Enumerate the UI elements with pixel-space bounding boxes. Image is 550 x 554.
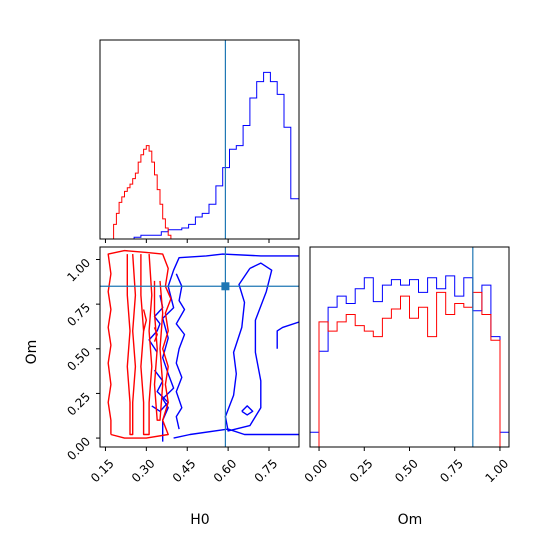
histogram-series-0	[310, 275, 509, 447]
joint-x-tick-label: 0.60	[211, 456, 240, 485]
om-marginal-x-tick-label: 0.00	[302, 456, 331, 485]
contour-line-9	[126, 254, 137, 436]
panel-frame	[99, 246, 300, 448]
histogram-series-1	[100, 145, 180, 239]
contour-line-1	[173, 428, 299, 439]
joint-x-tick-label: 0.75	[252, 456, 281, 485]
contour-line-8	[107, 249, 172, 439]
panel-om-plot-area	[310, 247, 509, 447]
contour-line-3	[175, 273, 186, 430]
contour-line-12	[142, 309, 147, 332]
contour-line-7	[241, 405, 254, 416]
om-marginal-x-tick-label: 1.00	[483, 456, 512, 485]
om-marginal-x-tick-label: 0.25	[347, 456, 376, 485]
h0-axis-label: H0	[190, 512, 209, 528]
panel-frame	[99, 39, 300, 240]
om-axis-label: Om	[398, 512, 423, 528]
joint-y-tick-label: 1.00	[64, 256, 93, 285]
joint-y-tick-label: 0.00	[64, 434, 93, 463]
joint-y-tick-label: 0.25	[64, 390, 93, 419]
panel-h0-plot-area	[100, 40, 299, 239]
panel-frame	[309, 246, 510, 448]
joint-contour-panel: 0.15 0.30 0.45 0.60 0.75 0.00 0.25 0.50 0.75 1.00	[64, 246, 300, 485]
joint-y-tick-label: 0.75	[64, 300, 93, 329]
contour-line-13	[153, 327, 158, 342]
contour-line-2	[276, 321, 299, 349]
contour-line-0	[162, 253, 299, 442]
contour-line-6	[224, 262, 273, 432]
om-marginal-x-tick-label: 0.75	[437, 456, 466, 485]
joint-y-tick-label: 0.50	[64, 345, 93, 374]
om-marginal-x-tick-label: 0.50	[392, 456, 421, 485]
om-marginal-panel: 0.00 0.25 0.50 0.75 1.00	[302, 246, 512, 485]
joint-x-tick-label: 0.15	[88, 456, 117, 485]
histogram-series-1	[310, 291, 509, 447]
contour-line-5	[151, 369, 169, 412]
h0-marginal-panel	[99, 39, 300, 243]
joint-plot-area	[100, 247, 299, 447]
joint-x-tick-label: 0.45	[170, 456, 199, 485]
joint-x-tick-label: 0.30	[129, 456, 158, 485]
contour-line-10	[140, 254, 153, 436]
histogram-series-0	[100, 71, 299, 239]
om-y-axis-label: Om	[24, 340, 40, 365]
truth-marker	[221, 282, 230, 291]
